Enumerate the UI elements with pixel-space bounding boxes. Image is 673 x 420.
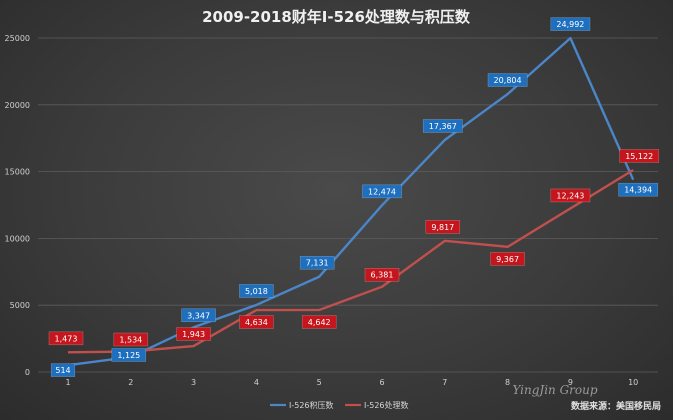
data-label: 12,474 — [362, 184, 402, 199]
data-label-box — [425, 220, 461, 234]
data-label-text: 14,394 — [624, 186, 652, 195]
legend-item: I-526处理数 — [345, 400, 409, 410]
data-label-text: 12,243 — [556, 191, 584, 200]
data-label: 5,018 — [239, 284, 274, 298]
data-label: 1,125 — [111, 348, 147, 362]
x-tick-label: 2 — [128, 378, 133, 387]
data-label: 9,367 — [490, 252, 525, 266]
y-tick-label: 15000 — [5, 168, 30, 177]
x-tick-label: 3 — [191, 378, 196, 387]
series-line-2 — [67, 168, 634, 354]
data-label: 4,634 — [239, 315, 274, 329]
gridlines — [38, 37, 658, 373]
data-label-box — [490, 252, 525, 266]
data-label-box — [487, 73, 528, 87]
x-tick-label: 5 — [317, 378, 322, 387]
data-label: 12,243 — [550, 188, 591, 203]
x-axis-ticks: 1 2 3 4 5 6 7 8 9 10 — [65, 378, 638, 387]
data-label-box — [299, 255, 335, 270]
source-note: 数据来源：美国移民局 — [571, 400, 661, 412]
data-label-box — [550, 17, 591, 31]
data-label: 24,992 — [550, 17, 591, 31]
legend-label: I-526积压数 — [289, 400, 334, 410]
x-tick-label: 4 — [254, 378, 259, 387]
data-label-box — [48, 331, 84, 346]
series-lines — [67, 36, 635, 367]
data-label-box — [111, 348, 147, 362]
data-label: 9,817 — [425, 220, 461, 234]
data-label: 6,381 — [364, 267, 400, 282]
y-tick-label: 20000 — [5, 101, 30, 110]
data-label-text: 9,367 — [496, 255, 519, 264]
data-label-box — [239, 315, 274, 329]
data-label: 14,394 — [618, 182, 659, 197]
data-label-box — [176, 327, 211, 341]
x-tick-label: 8 — [505, 378, 510, 387]
data-label-box — [550, 188, 591, 203]
data-label: 1,943 — [176, 327, 211, 341]
data-label: 3,347 — [181, 308, 216, 323]
series-line-1 — [67, 36, 635, 367]
data-label: 4,642 — [301, 315, 337, 329]
x-tick-label: 1 — [65, 378, 70, 387]
data-label-text: 12,474 — [368, 187, 396, 196]
data-label-box — [239, 284, 274, 298]
data-label: 15,122 — [619, 149, 660, 163]
data-label-text: 1,534 — [119, 336, 142, 345]
data-label-text: 7,131 — [306, 259, 329, 268]
data-label-text: 15,122 — [625, 152, 653, 161]
data-label: 7,131 — [299, 255, 335, 270]
x-tick-label: 7 — [442, 378, 447, 387]
watermark: YingJin Group — [512, 383, 597, 397]
y-tick-label: 0 — [25, 368, 30, 377]
legend: I-526积压数 I-526处理数 — [270, 400, 409, 410]
legend-item: I-526积压数 — [270, 400, 334, 410]
data-label-box — [364, 267, 400, 282]
data-label-text: 4,642 — [308, 318, 331, 327]
data-label: 17,367 — [422, 119, 463, 133]
data-label-text: 20,804 — [494, 76, 522, 85]
data-label-box — [181, 308, 216, 323]
data-label: 1,473 — [48, 331, 84, 346]
data-label-box — [422, 119, 463, 133]
y-axis-ticks: 0 5000 10000 15000 20000 25000 — [5, 34, 30, 377]
data-label-text: 514 — [55, 366, 70, 375]
data-label-text: 1,473 — [55, 334, 78, 343]
data-label-box — [619, 149, 660, 163]
legend-label: I-526处理数 — [364, 400, 409, 410]
data-label-box — [362, 184, 402, 199]
x-tick-label: 6 — [379, 378, 384, 387]
data-labels: 514 1,125 3,347 5,018 7,131 12,474 17,367 20,80… — [48, 17, 660, 377]
x-tick-label: 10 — [628, 378, 638, 387]
chart-title: 2009-2018财年I-526处理数与积压数 — [202, 8, 471, 26]
y-tick-label: 25000 — [5, 34, 30, 43]
y-tick-label: 5000 — [10, 301, 30, 310]
data-label-text: 5,018 — [245, 287, 268, 296]
data-label-text: 3,347 — [187, 311, 210, 320]
data-label: 514 — [50, 363, 76, 377]
data-label-text: 1,125 — [117, 351, 140, 360]
data-label: 1,534 — [113, 332, 149, 347]
data-label-box — [301, 315, 337, 329]
data-label-box — [50, 363, 76, 377]
x-tick-label: 9 — [568, 378, 573, 387]
data-label-box — [113, 332, 149, 347]
data-label-text: 17,367 — [429, 122, 457, 131]
data-label-text: 9,817 — [431, 223, 454, 232]
data-label-text: 4,634 — [245, 318, 268, 327]
y-tick-label: 10000 — [5, 234, 30, 243]
data-label-box — [618, 182, 659, 197]
data-label-text: 24,992 — [556, 20, 584, 29]
data-label-text: 1,943 — [182, 330, 205, 339]
data-label: 20,804 — [487, 73, 528, 87]
data-label-text: 6,381 — [371, 271, 394, 280]
